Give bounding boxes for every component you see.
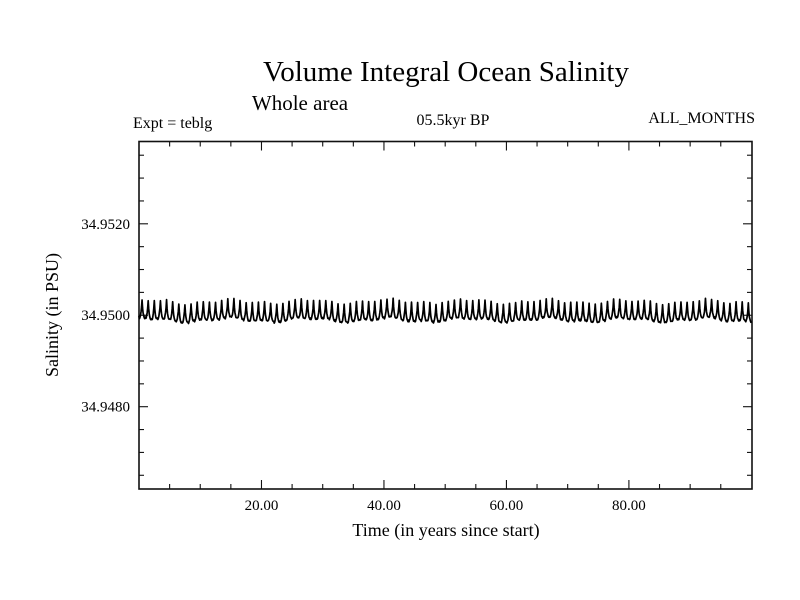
x-tick-label: 40.00: [367, 498, 401, 514]
months-label: ALL_MONTHS: [648, 110, 755, 127]
chart-title: Volume Integral Ocean Salinity: [263, 56, 629, 88]
x-tick-label: 60.00: [490, 498, 524, 514]
y-axis-title: Salinity (in PSU): [42, 253, 63, 377]
axis-ticks: [139, 141, 752, 489]
data-series: [138, 297, 752, 325]
plot-frame: [138, 140, 753, 490]
x-axis-title: Time (in years since start): [352, 520, 539, 541]
y-tick-label: 34.9480: [81, 400, 130, 416]
y-tick-label: 34.9520: [81, 217, 130, 233]
epoch-label: 05.5kyr BP: [417, 112, 490, 129]
salinity-series-line: [138, 297, 752, 325]
x-tick-label: 80.00: [612, 498, 646, 514]
y-tick-label: 34.9500: [81, 308, 130, 324]
chart-subtitle: Whole area: [252, 91, 349, 115]
x-tick-label: 20.00: [245, 498, 279, 514]
experiment-label: Expt = teblg: [133, 115, 212, 132]
